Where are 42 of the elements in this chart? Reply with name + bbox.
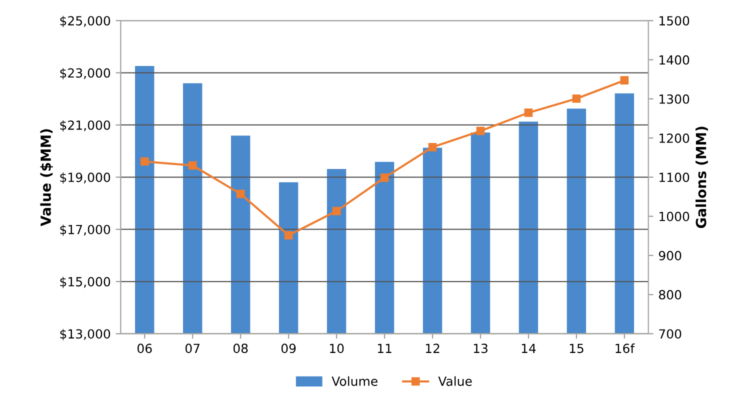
x-tick-label: 14	[522, 344, 536, 353]
y2-tick-label: 900	[658, 250, 682, 260]
point	[332, 206, 341, 216]
point	[476, 126, 485, 136]
y-tick-label: $17,000	[60, 224, 110, 236]
point	[236, 190, 245, 198]
x-tick-label: 10	[330, 344, 344, 354]
x-tick-label: 08	[233, 344, 248, 354]
point	[428, 142, 437, 152]
y-tick-label: $23,000	[60, 68, 110, 80]
y-axis-title: Value ($MM)	[40, 129, 53, 226]
y-tick-label: $21,000	[60, 120, 110, 132]
point	[188, 161, 197, 170]
y2-tick-label: 1200	[660, 133, 690, 143]
y2-tick-label: 800	[659, 290, 682, 300]
x-tick-label: 11	[378, 344, 392, 353]
y2-axis-title: Gallons (MM)	[696, 126, 708, 228]
point	[140, 157, 149, 166]
y-tick-label: $25,000	[60, 16, 110, 28]
x-tick-label: 16f	[616, 343, 635, 354]
legend-label: Volume	[332, 376, 378, 386]
point	[380, 174, 389, 182]
x-tick-label: 12	[426, 344, 440, 353]
y-tick-label: $13,000	[60, 328, 110, 340]
y2-tick-label: 1100	[660, 172, 690, 182]
point	[572, 94, 581, 103]
y-tick-label: $15,000	[60, 276, 110, 288]
point	[620, 76, 629, 85]
y2-tick-label: 1400	[660, 55, 690, 65]
y2-tick-label: 1000	[660, 212, 690, 222]
point	[524, 108, 533, 117]
y2-tick-label: 700	[659, 329, 682, 339]
x-tick-label: 06	[138, 344, 152, 354]
x-tick-label: 07	[185, 344, 200, 354]
x-tick-label: 09	[281, 344, 296, 354]
legend-label: Value	[438, 376, 472, 386]
x-tick-label: 13	[474, 344, 488, 354]
y-tick-label: $19,000	[60, 172, 110, 184]
y2-tick-label: 1500	[660, 16, 690, 26]
y2-tick-label: 1300	[660, 94, 690, 104]
x-tick-label: 15	[570, 344, 584, 354]
point	[284, 231, 293, 240]
